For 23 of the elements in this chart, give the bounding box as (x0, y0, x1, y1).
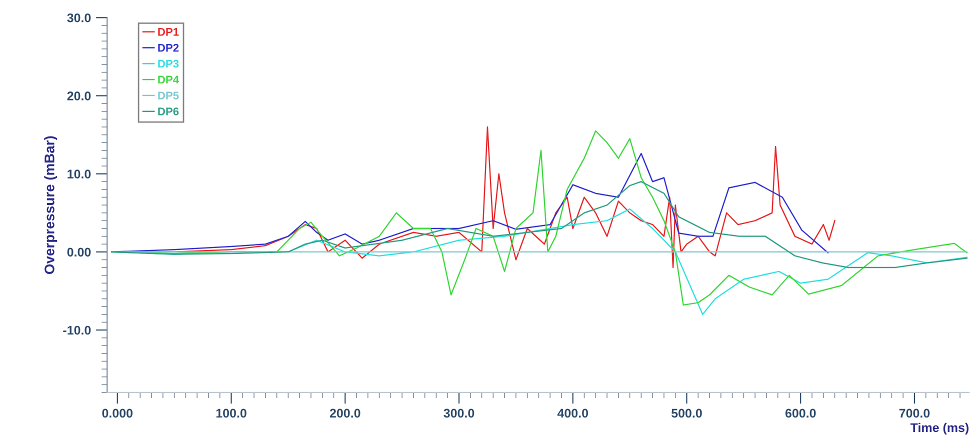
line-series (111, 181, 968, 268)
x-axis-title: Time (ms) (910, 422, 969, 435)
y-tick-label: 20.0 (67, 92, 91, 100)
x-tick-label: 200.0 (330, 408, 360, 418)
x-tick-label: 500.0 (671, 408, 702, 418)
x-tick-label: 300.0 (444, 408, 474, 418)
legend-label: DP6 (158, 108, 179, 116)
legend-label: DP5 (158, 92, 179, 100)
x-tick-label: 700.0 (899, 408, 930, 418)
legend-label: DP1 (158, 28, 179, 36)
x-tick-label: 400.0 (557, 408, 588, 418)
line-series (111, 152, 829, 254)
x-tick-label: 0.000 (102, 408, 133, 418)
x-tick-label: 100.0 (216, 408, 246, 418)
legend-label: DP3 (158, 60, 179, 68)
y-tick-label: 10.0 (68, 170, 91, 178)
y-tick-label: 30.0 (67, 13, 91, 22)
legend-label: DP2 (158, 44, 179, 52)
y-axis-title: Overpressure (mBar) (44, 136, 58, 274)
y-tick-label: 0.00 (67, 248, 91, 257)
x-tick-label: 600.0 (785, 408, 816, 418)
y-tick-label: -10.0 (63, 326, 91, 335)
legend-label: DP4 (158, 76, 179, 84)
